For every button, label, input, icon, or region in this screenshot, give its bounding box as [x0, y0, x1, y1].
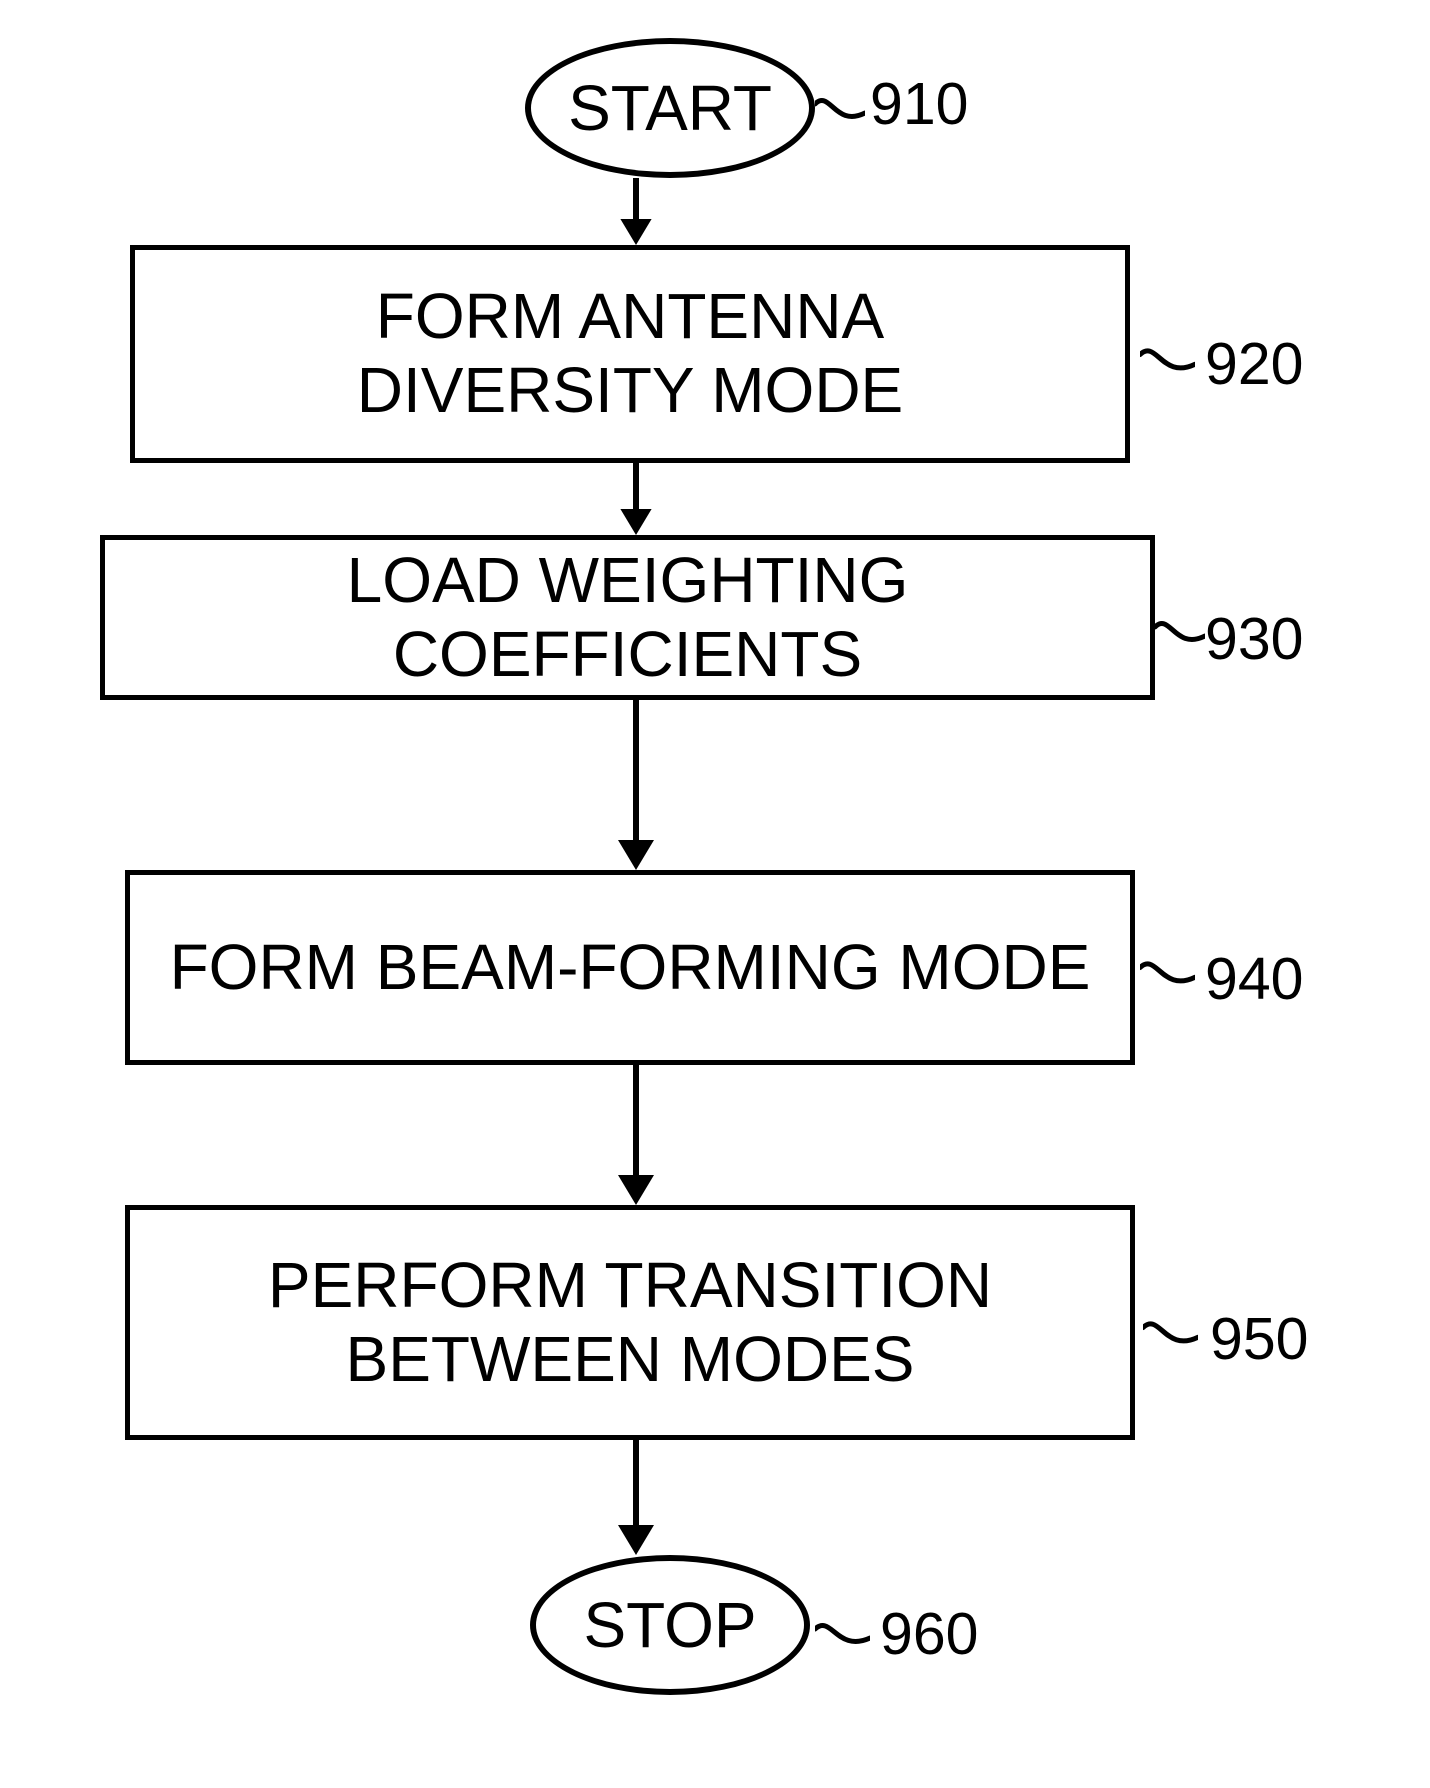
- arrow-start-n1: [606, 178, 666, 245]
- squiggle-stop: [815, 1620, 870, 1650]
- squiggle-n2: [1155, 618, 1205, 648]
- ref-label-start: 910: [870, 70, 968, 138]
- squiggle-start: [815, 95, 865, 125]
- flow-node-n4: PERFORM TRANSITION BETWEEN MODES: [125, 1205, 1135, 1440]
- flow-node-start: START: [525, 38, 815, 178]
- arrow-n3-n4: [606, 1065, 666, 1205]
- ref-label-n2: 930: [1205, 605, 1303, 673]
- flow-node-n2: LOAD WEIGHTING COEFFICIENTS: [100, 535, 1155, 700]
- arrow-n1-n2: [606, 463, 666, 535]
- flow-node-stop: STOP: [530, 1555, 810, 1695]
- ref-label-n1: 920: [1205, 330, 1303, 398]
- ref-label-stop: 960: [880, 1600, 978, 1668]
- squiggle-n1: [1140, 345, 1195, 377]
- ref-label-n4: 950: [1210, 1305, 1308, 1373]
- flow-node-n1: FORM ANTENNA DIVERSITY MODE: [130, 245, 1130, 463]
- squiggle-n3: [1140, 958, 1195, 990]
- flow-node-n3: FORM BEAM-FORMING MODE: [125, 870, 1135, 1065]
- arrow-n4-stop: [606, 1440, 666, 1555]
- arrow-n2-n3: [606, 700, 666, 870]
- ref-label-n3: 940: [1205, 945, 1303, 1013]
- squiggle-n4: [1143, 1318, 1198, 1350]
- flowchart-canvas: START FORM ANTENNA DIVERSITY MODE LOAD WEI…: [0, 0, 1430, 1788]
